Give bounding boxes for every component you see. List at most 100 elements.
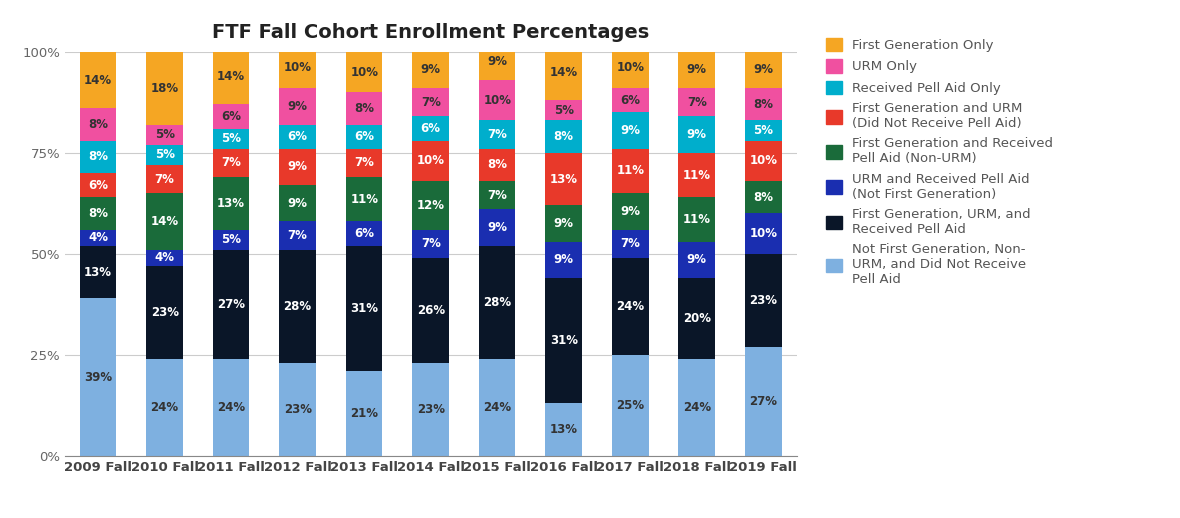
Bar bbox=[745, 121, 781, 141]
Bar bbox=[678, 278, 715, 359]
Bar bbox=[545, 205, 582, 242]
Text: 7%: 7% bbox=[221, 156, 241, 169]
Legend: First Generation Only, URM Only, Received Pell Aid Only, First Generation and UR: First Generation Only, URM Only, Receive… bbox=[821, 33, 1058, 292]
Text: 8%: 8% bbox=[487, 159, 507, 171]
Bar bbox=[745, 181, 781, 213]
Bar bbox=[280, 363, 316, 456]
Text: 8%: 8% bbox=[753, 191, 773, 204]
Bar bbox=[678, 242, 715, 278]
Bar bbox=[146, 266, 183, 359]
Bar bbox=[212, 177, 249, 229]
Text: 13%: 13% bbox=[550, 172, 578, 185]
Bar bbox=[745, 52, 781, 88]
Bar bbox=[678, 359, 715, 456]
Text: 26%: 26% bbox=[417, 304, 445, 317]
Bar bbox=[612, 112, 649, 149]
Bar bbox=[479, 359, 516, 456]
Text: 8%: 8% bbox=[88, 118, 109, 131]
Text: 13%: 13% bbox=[217, 197, 245, 210]
Bar bbox=[479, 246, 516, 359]
Bar bbox=[479, 209, 516, 246]
Bar bbox=[479, 121, 516, 149]
Bar bbox=[745, 141, 781, 181]
Bar bbox=[678, 52, 715, 88]
Text: 9%: 9% bbox=[288, 100, 308, 113]
Text: 28%: 28% bbox=[283, 300, 312, 313]
Text: 18%: 18% bbox=[151, 82, 178, 95]
Text: 5%: 5% bbox=[221, 233, 241, 246]
Bar bbox=[678, 117, 715, 153]
Text: 5%: 5% bbox=[753, 124, 773, 137]
Bar bbox=[413, 88, 448, 117]
Bar bbox=[280, 185, 316, 222]
Bar bbox=[612, 193, 649, 229]
Text: 6%: 6% bbox=[354, 227, 374, 240]
Text: 6%: 6% bbox=[88, 179, 109, 192]
Text: 23%: 23% bbox=[151, 306, 178, 319]
Bar bbox=[146, 124, 183, 145]
Bar bbox=[545, 153, 582, 205]
Text: 9%: 9% bbox=[553, 253, 573, 266]
Text: 6%: 6% bbox=[221, 110, 241, 123]
Text: 7%: 7% bbox=[155, 172, 175, 185]
Text: 9%: 9% bbox=[621, 205, 641, 218]
Bar bbox=[346, 222, 382, 246]
Bar bbox=[545, 278, 582, 404]
Text: 10%: 10% bbox=[749, 227, 778, 240]
Text: 11%: 11% bbox=[350, 193, 379, 206]
Bar bbox=[479, 149, 516, 181]
Text: 7%: 7% bbox=[687, 96, 707, 109]
Text: 7%: 7% bbox=[621, 237, 641, 250]
Text: 39%: 39% bbox=[84, 370, 112, 383]
Text: 7%: 7% bbox=[288, 229, 308, 242]
Text: 10%: 10% bbox=[749, 154, 778, 167]
Bar bbox=[413, 258, 448, 363]
Text: 9%: 9% bbox=[553, 217, 573, 230]
Text: 6%: 6% bbox=[421, 122, 440, 135]
Text: 11%: 11% bbox=[683, 168, 710, 181]
Bar bbox=[280, 48, 316, 88]
Text: 24%: 24% bbox=[616, 300, 644, 313]
Text: 25%: 25% bbox=[616, 399, 644, 412]
Text: 24%: 24% bbox=[217, 401, 245, 414]
Text: 5%: 5% bbox=[553, 104, 573, 117]
Bar bbox=[280, 222, 316, 250]
Bar bbox=[80, 298, 117, 456]
Bar bbox=[80, 229, 117, 246]
Text: 24%: 24% bbox=[151, 401, 178, 414]
Bar bbox=[80, 141, 117, 173]
Text: 24%: 24% bbox=[683, 401, 710, 414]
Text: 11%: 11% bbox=[683, 213, 710, 226]
Text: 20%: 20% bbox=[683, 312, 710, 325]
Text: 9%: 9% bbox=[687, 128, 707, 141]
Text: 7%: 7% bbox=[421, 96, 440, 109]
Text: 10%: 10% bbox=[417, 154, 445, 167]
Bar bbox=[545, 404, 582, 456]
Bar bbox=[413, 363, 448, 456]
Bar bbox=[545, 121, 582, 153]
Bar bbox=[346, 149, 382, 177]
Bar bbox=[212, 128, 249, 149]
Text: 4%: 4% bbox=[155, 251, 175, 264]
Bar bbox=[413, 141, 448, 181]
Bar bbox=[146, 359, 183, 456]
Text: 12%: 12% bbox=[417, 199, 445, 212]
Bar bbox=[146, 250, 183, 266]
Bar bbox=[80, 173, 117, 197]
Bar bbox=[212, 229, 249, 250]
Text: 8%: 8% bbox=[553, 130, 573, 143]
Bar bbox=[479, 181, 516, 209]
Text: 14%: 14% bbox=[217, 69, 245, 82]
Bar bbox=[212, 104, 249, 128]
Bar bbox=[346, 177, 382, 222]
Bar bbox=[413, 52, 448, 88]
Bar bbox=[346, 124, 382, 149]
Text: 10%: 10% bbox=[616, 62, 644, 75]
Text: 6%: 6% bbox=[354, 130, 374, 143]
Bar bbox=[745, 88, 781, 121]
Bar bbox=[678, 197, 715, 242]
Text: 9%: 9% bbox=[288, 161, 308, 174]
Bar bbox=[80, 197, 117, 229]
Bar bbox=[146, 52, 183, 124]
Text: 6%: 6% bbox=[288, 130, 308, 143]
